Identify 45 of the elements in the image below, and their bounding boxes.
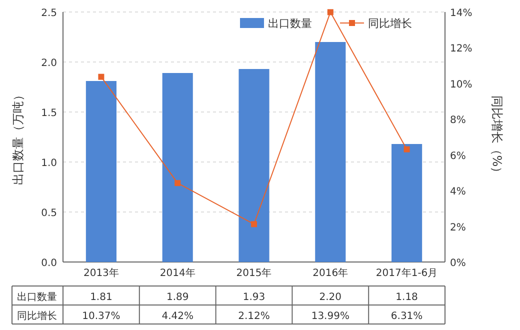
- data-label: 1.18: [396, 292, 418, 303]
- y2-tick-label: 8%: [450, 115, 466, 126]
- data-label: 10.37%: [82, 311, 120, 322]
- legend-label: 出口数量: [268, 17, 312, 30]
- data-label: 1.89: [166, 292, 189, 303]
- y2-tick-label: 12%: [450, 44, 472, 55]
- data-label: 1.81: [90, 292, 112, 303]
- y2-tick-label: 2%: [450, 222, 466, 234]
- y-tick-label: 0.5: [41, 208, 57, 219]
- bar: [86, 81, 116, 262]
- y2-tick-label: 10%: [450, 79, 472, 90]
- x-tick-label: 2015年: [236, 267, 272, 279]
- y2-tick-label: 14%: [450, 8, 472, 19]
- x-tick-label: 2017年1-6月: [376, 267, 438, 279]
- data-label: 13.99%: [311, 311, 350, 322]
- x-tick-label: 2016年: [312, 267, 348, 279]
- y2-tick-label: 6%: [450, 150, 466, 162]
- data-label: 4.42%: [162, 311, 194, 322]
- y-tick-label: 2.5: [41, 8, 57, 19]
- y-tick-label: 2.0: [41, 58, 57, 69]
- y-axis-title: 出口数量（万吨）: [11, 89, 25, 185]
- y-tick-label: 1.0: [41, 158, 57, 169]
- y-tick-label: 0.0: [41, 258, 57, 269]
- point: [98, 74, 104, 80]
- point: [251, 221, 257, 228]
- bar: [162, 73, 193, 262]
- y2-axis-title: 同比增长（%）: [490, 95, 504, 179]
- point: [404, 146, 410, 152]
- legend-label: 同比增长: [368, 17, 412, 30]
- y2-tick-label: 0%: [450, 258, 466, 269]
- data-label: 6.31%: [390, 311, 423, 322]
- bar: [238, 69, 270, 262]
- data-label: 1.93: [242, 292, 266, 303]
- point: [327, 9, 334, 16]
- text: 出口数量: [17, 292, 57, 303]
- bar: [392, 144, 422, 262]
- data-label: 2.20: [319, 292, 342, 303]
- text: 同比增长: [17, 311, 57, 322]
- y2-tick-label: 4%: [450, 186, 466, 198]
- point: [174, 180, 181, 186]
- x-tick-label: 2014年: [160, 267, 196, 279]
- y-tick-label: 1.5: [41, 108, 57, 119]
- data-label: 2.12%: [238, 311, 270, 322]
- bar: [315, 42, 346, 262]
- x-tick-label: 2013年: [83, 267, 119, 279]
